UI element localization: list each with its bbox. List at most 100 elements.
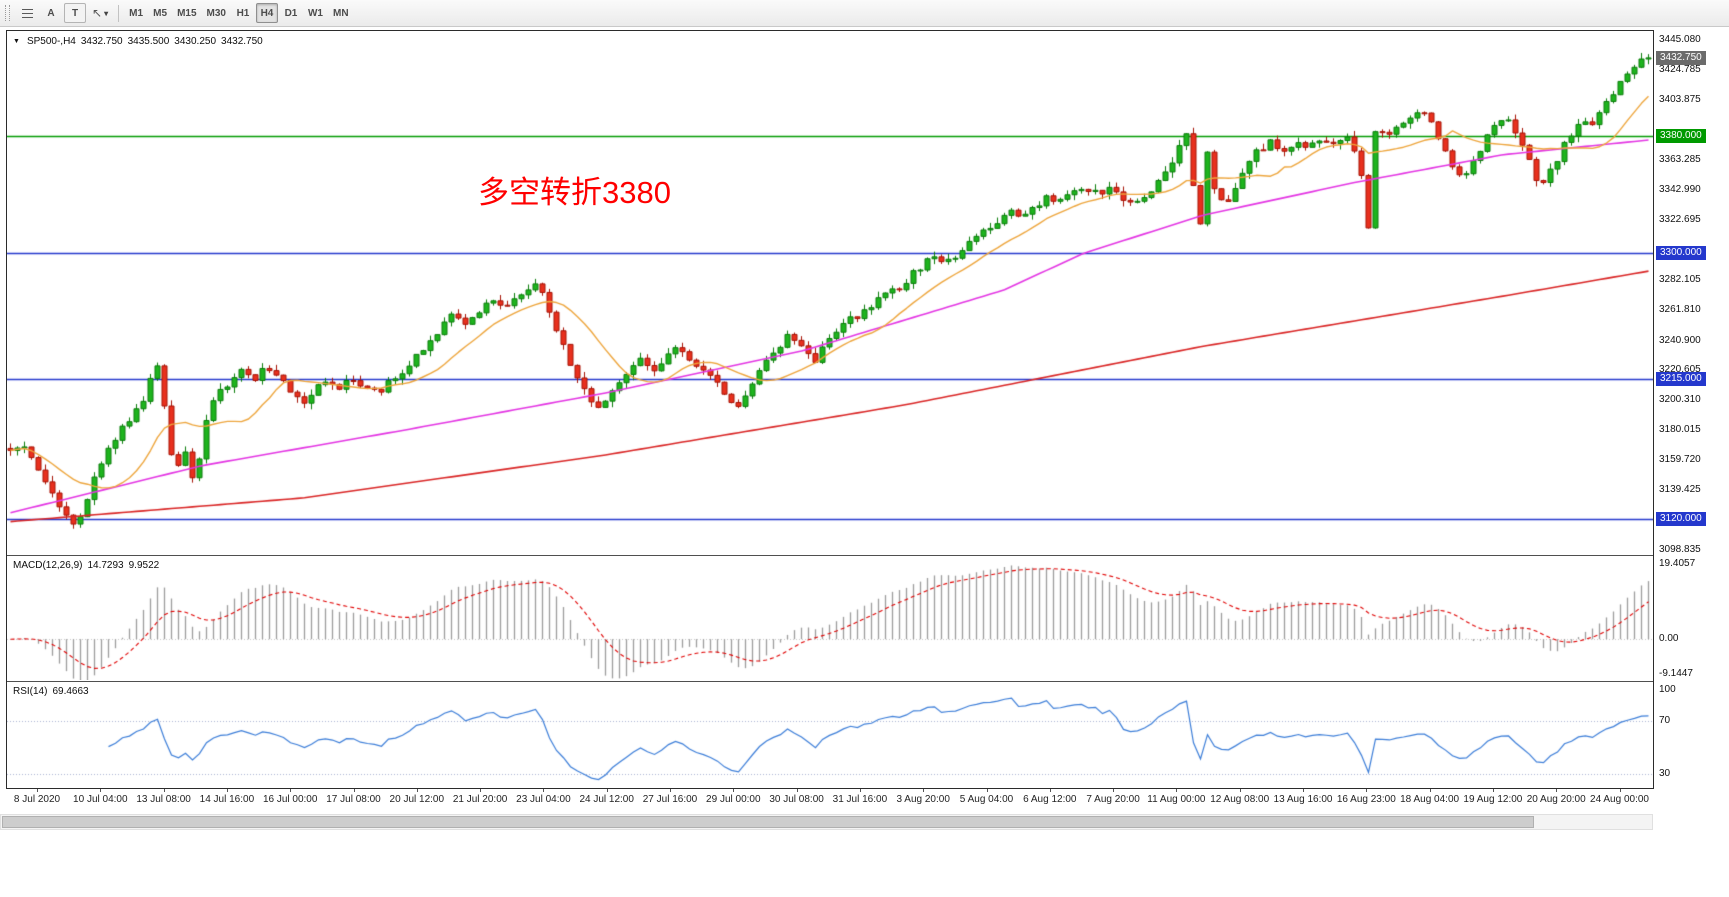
time-axis-label: 24 Jul 12:00 xyxy=(579,794,634,805)
timeframe-toolbar: M1 M5 M15 M30 H1 H4 D1 W1 MN xyxy=(124,3,353,23)
time-tick xyxy=(1556,789,1558,792)
price-line-label: 3120.000 xyxy=(1656,511,1706,526)
toolbar: A T ↖ ▾ M1 M5 M15 M30 H1 H4 D1 W1 MN xyxy=(0,0,1729,27)
timeframe-button-h1[interactable]: H1 xyxy=(232,3,254,23)
time-tick xyxy=(1303,789,1304,792)
scrollbar-thumb[interactable] xyxy=(2,816,1534,828)
time-tick xyxy=(37,789,38,792)
time-axis-label: 3 Aug 20:00 xyxy=(896,794,950,805)
time-axis-label: 8 Jul 2020 xyxy=(13,794,61,805)
chart-annotation-text[interactable]: 多空转折3380 xyxy=(478,175,671,210)
price-grid-label: 3200.310 xyxy=(1659,394,1701,406)
panel-separator-rsi[interactable] xyxy=(7,681,1653,682)
time-axis[interactable]: 8 Jul 2020 10 Jul 04:00 13 Jul 08:00 14 Jul… xyxy=(7,789,1653,811)
rsi-indicator-canvas[interactable] xyxy=(7,682,1653,787)
price-grid-label: 3261.810 xyxy=(1659,303,1701,315)
time-axis-label: 24 Aug 00:00 xyxy=(1590,794,1649,805)
ohlc-open: 3432.750 xyxy=(80,36,123,47)
time-tick xyxy=(670,789,671,792)
timeframe-button-w1[interactable]: W1 xyxy=(304,3,327,23)
time-axis-label: 31 Jul 16:00 xyxy=(832,794,888,805)
timeframe-button-m15[interactable]: M15 xyxy=(173,3,200,23)
time-tick xyxy=(1619,789,1621,792)
time-tick xyxy=(1049,789,1051,792)
macd-label: MACD(12,26,9) xyxy=(13,560,83,571)
timeframe-button-mn[interactable]: MN xyxy=(329,3,353,23)
timeframe-button-h4[interactable]: H4 xyxy=(255,3,278,23)
time-tick xyxy=(923,789,925,792)
timeframe-button-m1[interactable]: M1 xyxy=(125,3,147,23)
symbol-period-label: SP500-,H4 xyxy=(26,36,76,47)
time-tick xyxy=(606,789,608,792)
rsi-label: RSI(14) xyxy=(13,686,48,697)
time-tick xyxy=(290,789,292,792)
time-tick xyxy=(480,789,482,792)
panel-separator-macd[interactable] xyxy=(7,555,1653,556)
time-tick xyxy=(543,789,545,792)
time-axis-label: 14 Jul 16:00 xyxy=(199,794,255,805)
main-chart-canvas[interactable] xyxy=(7,31,1653,554)
time-tick xyxy=(226,789,228,792)
price-line-label: 3380.000 xyxy=(1656,128,1706,143)
price-grid-label: 3403.875 xyxy=(1659,94,1701,106)
macd-indicator-canvas[interactable] xyxy=(7,556,1653,680)
time-axis-label: 29 Jul 00:00 xyxy=(706,794,761,805)
toolbar-separator xyxy=(118,4,120,22)
ohlc-low: 3430.250 xyxy=(174,36,217,47)
ohlc-high: 3435.500 xyxy=(127,36,170,47)
ohlc-close: 3432.750 xyxy=(221,36,263,47)
time-axis-label: 21 Jul 20:00 xyxy=(452,794,508,805)
time-tick xyxy=(733,789,735,792)
time-axis-label: 5 Aug 04:00 xyxy=(959,794,1014,805)
price-grid-label: 3098.835 xyxy=(1659,543,1701,555)
timeframe-button-d1[interactable]: D1 xyxy=(280,3,302,23)
price-grid-label: 3220.605 xyxy=(1659,364,1701,376)
price-grid-label: 3139.425 xyxy=(1659,484,1701,496)
time-axis-label: 19 Aug 12:00 xyxy=(1463,794,1523,805)
timeframe-button-m30[interactable]: M30 xyxy=(203,3,230,23)
timeframe-button-m5[interactable]: M5 xyxy=(149,3,171,23)
time-axis-label: 23 Jul 04:00 xyxy=(516,794,571,805)
time-axis-label: 11 Aug 00:00 xyxy=(1147,794,1206,805)
rsi-scale-label: 70 xyxy=(1659,715,1671,727)
chevron-down-icon: ▾ xyxy=(104,8,109,18)
time-axis-label: 12 Aug 08:00 xyxy=(1210,794,1270,805)
rsi-value: 69.4663 xyxy=(52,686,89,697)
price-grid-label: 3342.990 xyxy=(1659,184,1701,196)
price-grid-label: 3424.785 xyxy=(1659,63,1701,75)
price-grid-label: 3363.285 xyxy=(1659,154,1701,166)
time-tick xyxy=(859,789,861,792)
time-tick xyxy=(1366,789,1368,792)
time-axis-label: 16 Jul 00:00 xyxy=(262,794,318,805)
horizontal-scrollbar[interactable] xyxy=(0,814,1653,830)
one-click-trading-arrow-icon[interactable]: ▼ xyxy=(13,38,20,45)
rsi-scale-label: 30 xyxy=(1659,767,1671,779)
price-grid-label: 3282.105 xyxy=(1659,273,1701,285)
time-axis-label: 27 Jul 16:00 xyxy=(642,794,698,805)
chart-header: ▼ SP500-,H4 3432.750 3435.500 3430.250 3… xyxy=(13,36,263,47)
price-axis[interactable]: 3445.080 3424.785 3403.875 3363.285 3342.990… xyxy=(1656,0,1729,830)
rsi-panel-title: RSI(14) 69.4663 xyxy=(13,686,89,697)
macd-scale-label: -9.1447 xyxy=(1659,668,1693,680)
text-label-tool-button[interactable]: T xyxy=(64,3,86,23)
time-axis-label: 13 Aug 16:00 xyxy=(1273,794,1333,805)
price-grid-label: 3180.015 xyxy=(1659,424,1701,436)
text-tool-button[interactable]: A xyxy=(40,3,62,23)
rsi-scale-label: 100 xyxy=(1659,684,1676,695)
time-axis-label: 30 Jul 08:00 xyxy=(769,794,824,805)
time-axis-label: 20 Jul 12:00 xyxy=(389,794,445,805)
time-axis-label: 17 Jul 08:00 xyxy=(326,794,381,805)
time-tick xyxy=(1176,789,1178,792)
macd-main-value: 14.7293 xyxy=(87,560,124,571)
time-tick xyxy=(1239,789,1241,792)
draw-tools-button[interactable]: ↖ ▾ xyxy=(88,3,112,23)
charts-list-button[interactable] xyxy=(16,3,38,23)
chart-list-icon xyxy=(21,8,33,18)
time-tick xyxy=(1492,789,1494,792)
toolbar-grip[interactable] xyxy=(5,5,10,21)
time-tick xyxy=(100,789,102,792)
time-tick xyxy=(163,789,165,792)
time-axis-label: 13 Jul 08:00 xyxy=(136,794,191,805)
price-grid-label: 3240.900 xyxy=(1659,334,1701,346)
